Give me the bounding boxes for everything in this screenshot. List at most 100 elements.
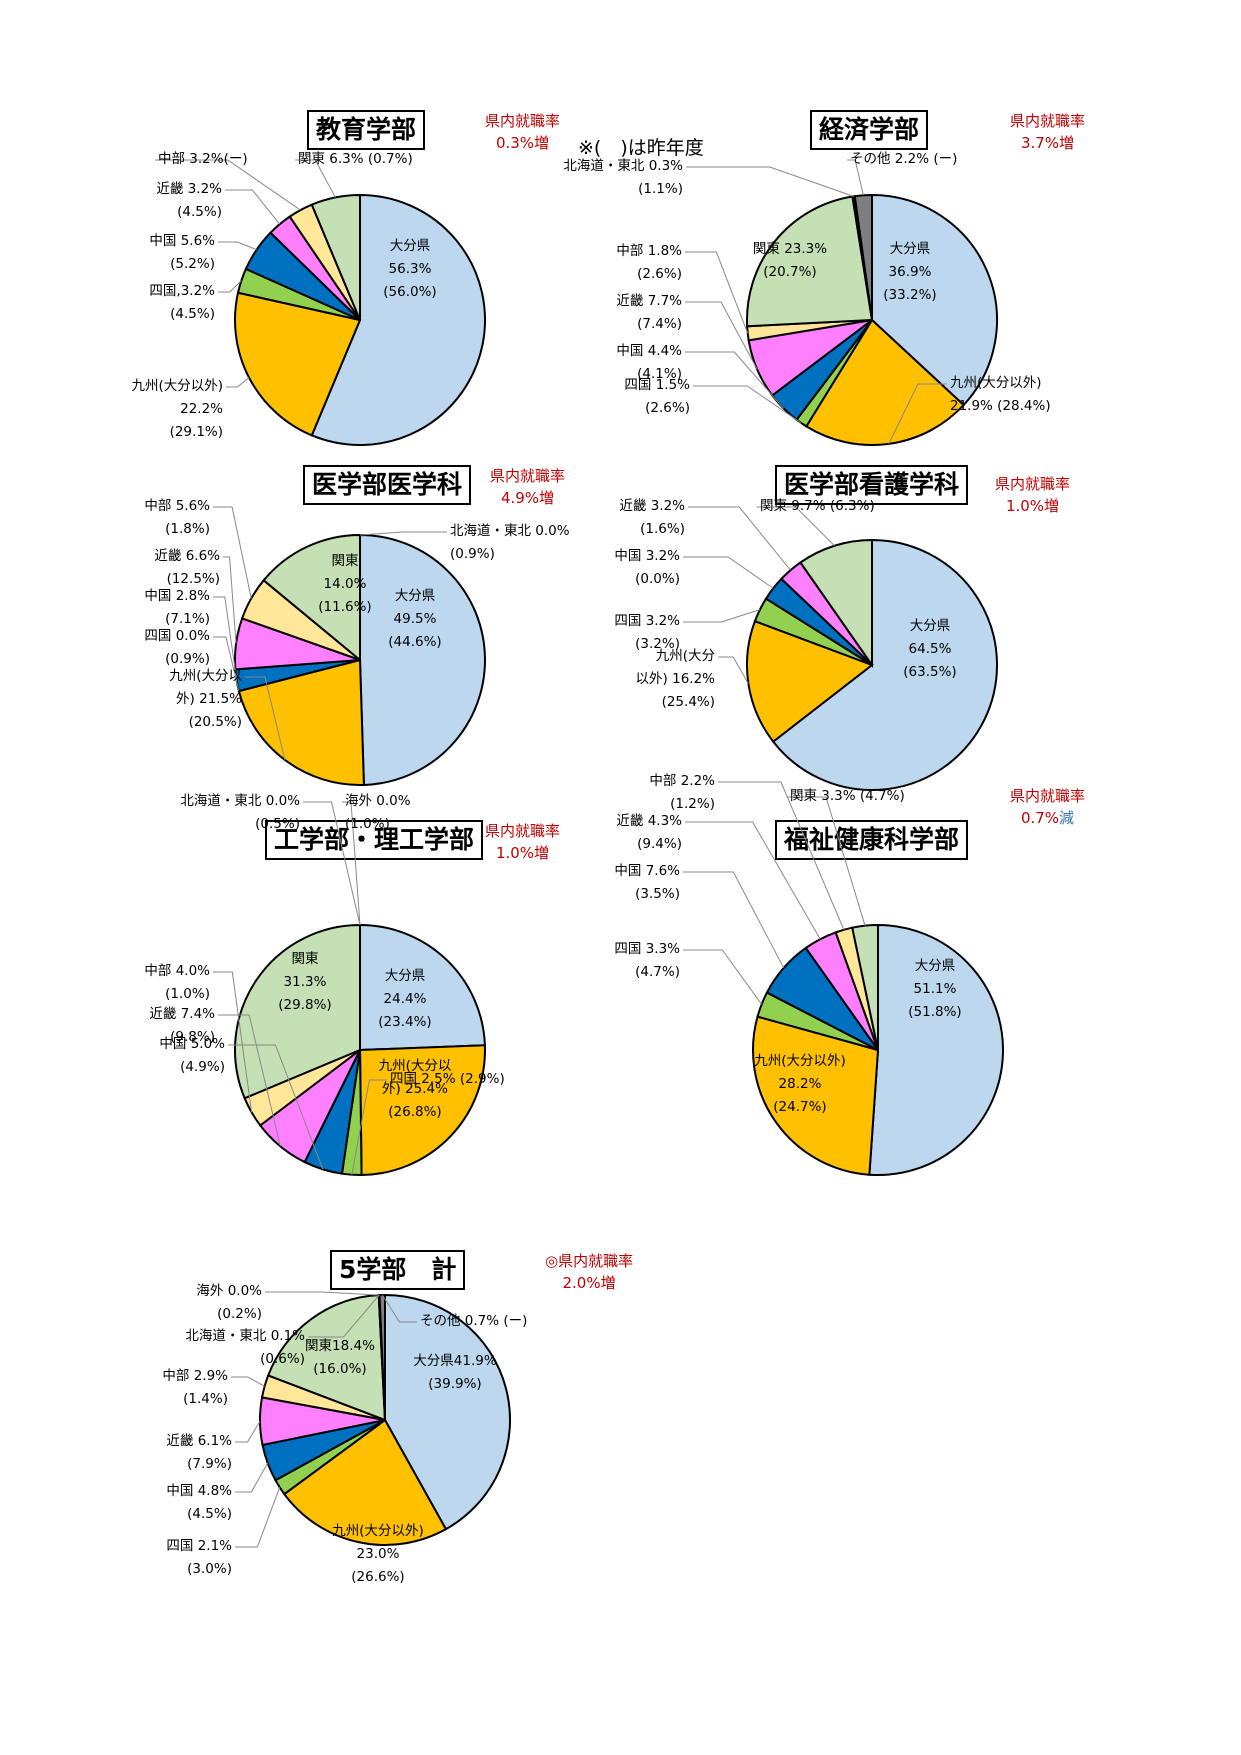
slice-label-other: その他 2.2% (ー): [850, 148, 957, 171]
slice-label-line: 四国 3.2%: [614, 613, 680, 629]
rate-value: 1.0%増: [995, 495, 1070, 517]
slice-label-line: (5.2%): [170, 256, 215, 272]
pie-slice-kanto: [746, 195, 874, 328]
slice-label-line: (29.8%): [278, 997, 332, 1013]
slice-label-line: (1.4%): [183, 1391, 228, 1407]
slice-label-chubu: 中部 5.6% (1.8%): [80, 495, 210, 541]
leader-line-hokkaido: [303, 801, 361, 926]
slice-label-line: 中部 4.0%: [144, 963, 210, 979]
slice-label-line: 51.1%: [913, 981, 957, 997]
leader-line-kinki: [218, 1014, 281, 1147]
slice-label-oita: 大分県 51.1% (51.8%): [870, 955, 1000, 1024]
slice-label-line: (51.8%): [908, 1004, 962, 1020]
slice-label-line: 近畿 4.3%: [616, 813, 682, 829]
slice-label-line: (11.6%): [318, 599, 372, 615]
slice-label-oita: 大分県 56.3% (56.0%): [345, 235, 475, 304]
pie-slice-oita: [868, 923, 1004, 1176]
rate-label: ◎県内就職率: [545, 1252, 634, 1270]
slice-label-kanto: 関東 23.3% (20.7%): [725, 238, 855, 284]
slice-label-shikoku: 四国 3.3% (4.7%): [550, 938, 680, 984]
pie-slice-oita: [310, 193, 486, 446]
slice-label-line: 大分県: [889, 241, 931, 257]
slice-label-line: (7.1%): [165, 611, 210, 627]
rate-label: 県内就職率: [995, 475, 1071, 493]
slice-label-line: (20.5%): [188, 714, 242, 730]
pie-chart-economics: 経済学部 県内就職率 3.7%増 大分県 36.9% (33.2%) 九州(大分以外) 21.…: [563, 110, 1220, 446]
slice-label-chugoku: 中国 3.2% (0.0%): [550, 545, 680, 591]
slice-label-chubu: 中部 4.0% (1.0%): [80, 960, 210, 1006]
slice-label-line: 近畿 7.7%: [616, 293, 682, 309]
prefecture-employment-rate: 県内就職率 0.7%減: [1010, 785, 1085, 829]
slice-label-shikoku: 四国 1.5% (2.6%): [560, 374, 690, 420]
slice-label-line: (4.5%): [177, 204, 222, 220]
rate-value: 4.9%増: [490, 487, 565, 509]
leader-line-shikoku: [683, 949, 763, 1005]
slice-label-line: 近畿 3.2%: [156, 181, 222, 197]
pie-slice-oita: [384, 1293, 511, 1531]
rate-label: 県内就職率: [485, 112, 561, 130]
leader-line-chugoku: [228, 1044, 324, 1170]
slice-label-kinki: 近畿 4.3% (9.4%): [552, 810, 682, 856]
slice-label-line: 関東18.4%: [305, 1338, 375, 1354]
slice-label-line: 北海道・東北 0.1%: [185, 1328, 305, 1344]
slice-label-line: (12.5%): [166, 571, 220, 587]
slice-label-line: (3.2%): [635, 636, 680, 652]
slice-label-line: (1.0%): [165, 986, 210, 1002]
slice-label-line: (29.1%): [169, 424, 223, 440]
slice-label-line: 九州(大分以外): [950, 375, 1042, 391]
slice-label-line: (4.1%): [637, 366, 682, 382]
slice-label-line: 関東: [331, 553, 359, 569]
slice-label-line: 大分県: [384, 968, 426, 984]
pie-chart-welfare: 福祉健康科学部 県内就職率 0.7%減 大分県 51.1% (51.8%) 九州(大分以外)…: [600, 773, 1220, 1176]
rate-value: 0.7%減: [1010, 807, 1085, 829]
leader-line-chugoku: [213, 596, 238, 681]
slice-label-line: 関東 6.3% (0.7%): [298, 151, 413, 167]
slice-label-line: 大分県41.9%: [413, 1353, 497, 1369]
slice-label-line: 中部 5.6%: [144, 498, 210, 514]
slice-label-kyushu: 九州(大分以 外) 21.5% (20.5%): [112, 665, 242, 734]
rate-value: 2.0%増: [545, 1272, 633, 1294]
slice-label-line: 21.9% (28.4%): [950, 398, 1051, 414]
slice-label-line: (3.0%): [187, 1561, 232, 1577]
slice-label-line: 中国 4.8%: [166, 1483, 232, 1499]
slice-label-line: 北海道・東北 0.3%: [563, 158, 683, 174]
leader-line-kyushu: [245, 676, 286, 761]
pie-svg: [213, 506, 486, 786]
slice-label-kyushu: 九州(大分以外) 21.9% (28.4%): [950, 372, 1051, 418]
slice-label-line: (4.5%): [187, 1506, 232, 1522]
rate-label: 県内就職率: [485, 822, 561, 840]
leader-line-shikoku: [235, 1487, 281, 1548]
slice-label-line: 28.2%: [778, 1076, 822, 1092]
chart-title: 5学部 計: [330, 1250, 466, 1290]
slice-label-line: 外) 21.5%: [176, 691, 242, 707]
chart-title: 福祉健康科学部: [775, 820, 969, 860]
leader-line-hokkaido: [308, 1294, 380, 1338]
slice-label-chubu: 中部 1.8% (2.6%): [552, 240, 682, 286]
slice-label-line: 関東: [291, 951, 319, 967]
leader-line-kinki: [223, 556, 237, 644]
slice-label-line: 四国,3.2%: [149, 283, 215, 299]
leader-line-chugoku: [685, 351, 784, 409]
pie-chart-engineering: 工学部・理工学部 県内就職率 1.0%増 大分県 24.4% (23.4%) 九州(大分以外…: [0, 793, 620, 1177]
leader-line-kanto: [757, 506, 835, 547]
pie-slice-kanto: [234, 923, 361, 1100]
slice-label-line: 九州(大分以外): [754, 1053, 846, 1069]
slice-label-hokkaido: 北海道・東北 0.0% (0.9%): [450, 520, 570, 566]
slice-label-kaigai: 海外 0.0% (1.0%): [345, 790, 411, 836]
leader-line-kanto: [295, 159, 336, 198]
slice-label-kanto: 関東 31.3% (29.8%): [240, 948, 370, 1017]
slice-label-chubu: 中部 2.9% (1.4%): [98, 1365, 228, 1411]
leader-line-kyushu: [888, 383, 947, 445]
slice-label-kinki: 近畿 7.7% (7.4%): [552, 290, 682, 336]
slice-label-line: 中部 3.2%(ー): [158, 151, 248, 167]
slice-label-kinki: 近畿 3.2% (4.5%): [92, 178, 222, 224]
rate-value: 3.7%増: [1010, 132, 1085, 154]
slice-label-kinki: 近畿 6.1% (7.9%): [102, 1430, 232, 1476]
pie-slice-oita: [871, 193, 998, 407]
pie-slice-kyushu: [358, 1044, 486, 1177]
slice-label-line: 64.5%: [908, 641, 952, 657]
slice-label-line: 大分県: [389, 238, 431, 254]
leader-line-chugoku: [683, 871, 785, 969]
slice-label-line: (1.2%): [670, 796, 715, 812]
slice-label-line: その他 0.7% (ー): [420, 1313, 528, 1329]
